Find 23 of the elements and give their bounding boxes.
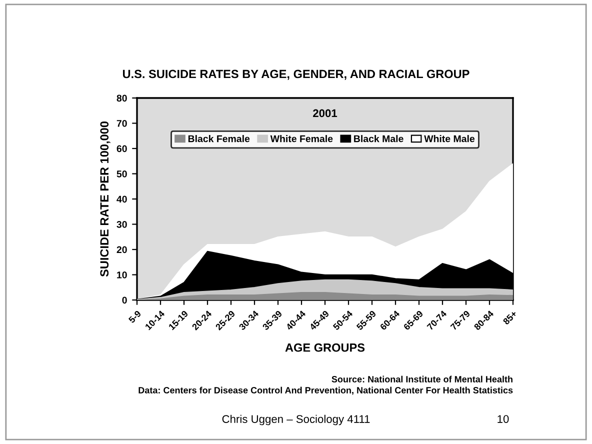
y-tick-label: 40 [116,196,127,203]
chart-title: U.S. SUICIDE RATES BY AGE, GENDER, AND RACIAL GROUP [122,70,470,80]
legend-label: Black Female [188,135,250,142]
x-axis-title: AGE GROUPS [285,343,365,352]
y-tick-label: 80 [116,94,127,102]
text: 10 [498,415,509,423]
y-tick-label: 20 [116,246,127,254]
text: 2001 [313,109,338,118]
legend-label: White Male [424,135,475,142]
y-tick-label: 70 [116,120,127,127]
y-axis-title: SUICIDE RATE PER 100,000 [100,122,110,277]
x-tick-label: 5-9 [128,310,142,324]
legend-label: Black Male [354,135,404,142]
y-tick-label: 50 [116,170,127,178]
text: Data: Centers for Disease Control And Prevention, National Center For Health Statistics [138,386,513,395]
source-note: Source: National Institute of Mental Health [332,376,512,382]
y-tick-label: 0 [122,296,127,304]
text: Chris Uggen – Sociology 4111 [222,414,370,426]
y-tick-label: 30 [116,220,127,228]
x-tick-label: 85+ [502,310,518,326]
y-tick-label: 60 [116,145,127,152]
y-tick-label: 10 [117,271,127,278]
legend-label: White Female [270,135,333,142]
